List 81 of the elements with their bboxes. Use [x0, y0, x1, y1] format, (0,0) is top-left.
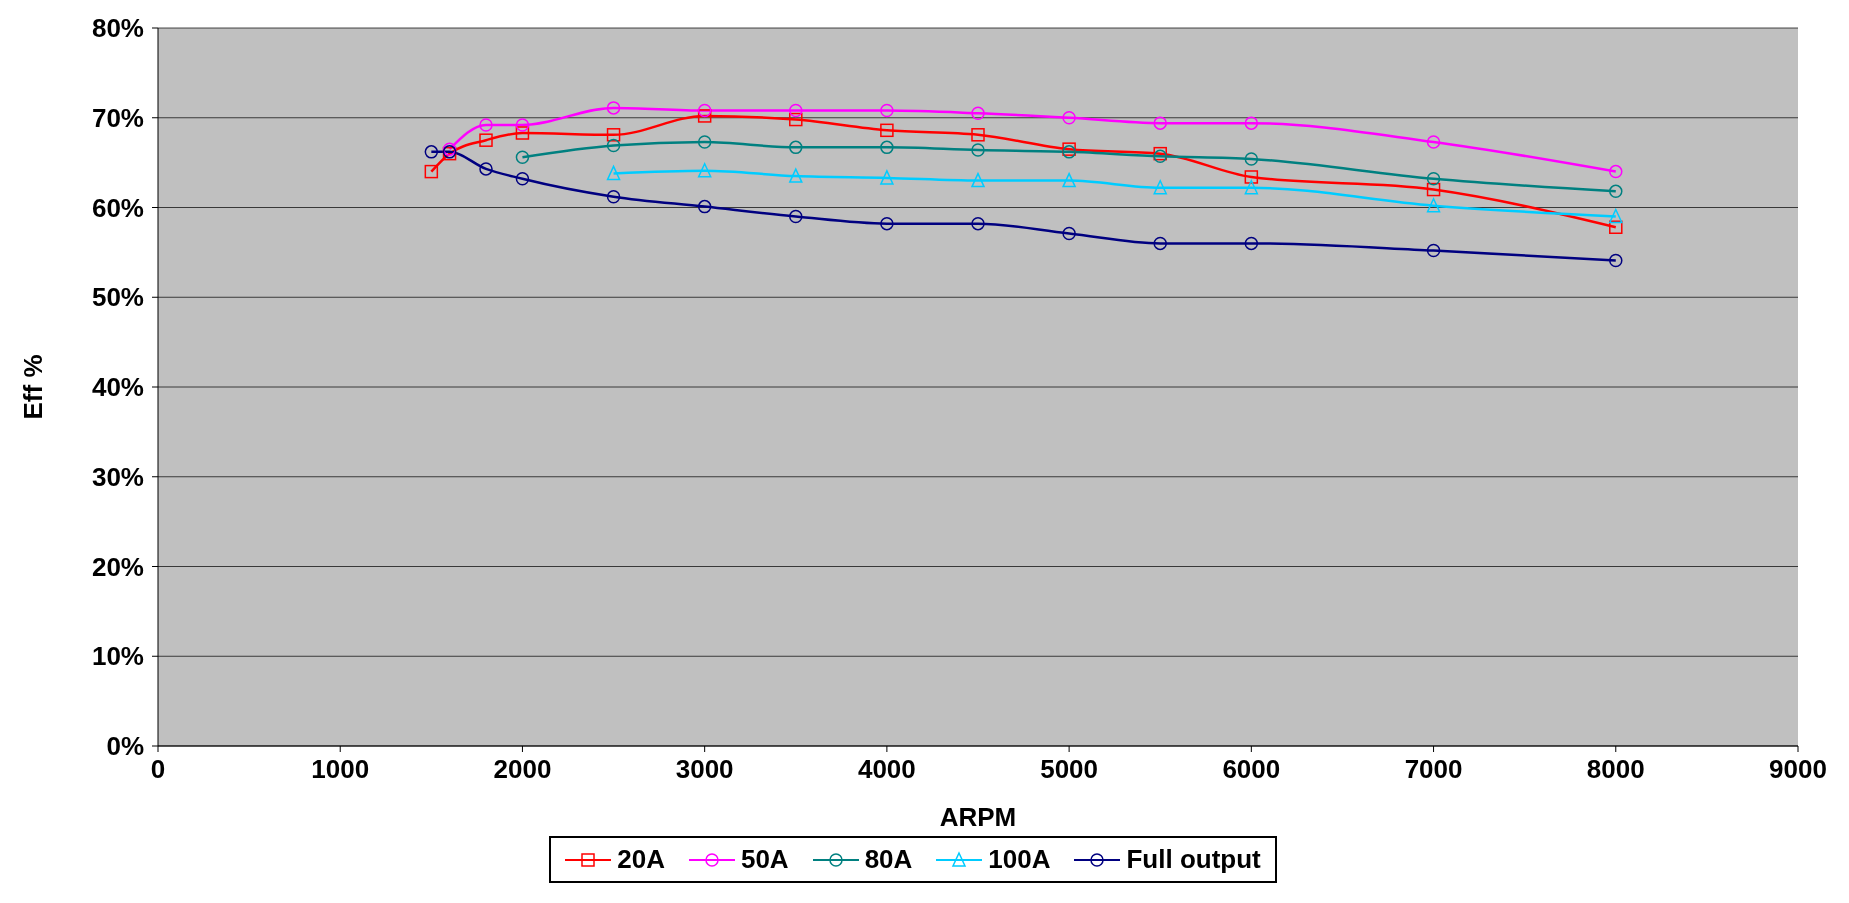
y-axis-title: Eff %	[18, 354, 49, 420]
point	[789, 209, 803, 224]
x-tick-label: 1000	[311, 754, 370, 785]
point	[697, 199, 712, 214]
point	[697, 135, 712, 149]
x-tick-label: 8000	[1586, 754, 1645, 785]
point	[880, 170, 894, 185]
y-tick-label: 70%	[91, 102, 144, 133]
point	[1609, 208, 1623, 224]
point	[697, 109, 712, 123]
point	[697, 162, 712, 178]
point	[1244, 116, 1259, 130]
x-tick-label: 0	[150, 754, 166, 785]
point	[1153, 180, 1167, 195]
point	[697, 103, 712, 118]
x-tick-label: 4000	[857, 754, 916, 785]
point	[424, 145, 439, 159]
point	[606, 138, 621, 153]
point	[880, 216, 894, 231]
point	[971, 128, 985, 142]
point	[424, 164, 439, 179]
point	[515, 172, 530, 186]
x-tick-label: 5000	[1040, 754, 1099, 785]
y-tick-label: 60%	[91, 192, 144, 223]
point	[971, 172, 985, 188]
legend-label: 100A	[987, 844, 1051, 875]
point	[1153, 236, 1167, 251]
x-tick-label: 6000	[1222, 754, 1281, 785]
legend-label: 20A	[616, 844, 665, 875]
x-tick-label: 2000	[493, 754, 552, 785]
point	[1244, 170, 1259, 184]
legend-label: 50A	[739, 844, 789, 875]
legend-label: Full output	[1125, 844, 1261, 875]
x-tick-label: 3000	[675, 754, 734, 785]
point	[1609, 164, 1623, 179]
y-tick-label: 80%	[91, 13, 144, 44]
point	[479, 118, 493, 132]
x-tick-label: 7000	[1404, 754, 1463, 785]
point	[1244, 236, 1259, 251]
point	[971, 143, 985, 157]
point	[1426, 182, 1441, 197]
point	[1062, 172, 1076, 188]
point	[971, 216, 985, 231]
y-tick-label: 40%	[91, 372, 144, 403]
point	[606, 128, 621, 142]
y-tick-label: 20%	[91, 551, 144, 582]
point	[1426, 243, 1441, 258]
y-tick-label: 0%	[106, 731, 144, 762]
point	[789, 168, 803, 183]
point	[1426, 197, 1441, 213]
point	[1609, 253, 1623, 268]
point	[1244, 180, 1259, 195]
x-axis-title: ARPM	[939, 802, 1017, 832]
point	[1609, 220, 1623, 234]
point	[880, 103, 894, 118]
point	[1426, 135, 1441, 149]
y-tick-label: 50%	[91, 282, 144, 313]
point	[1062, 111, 1076, 125]
x-tick-label: 9000	[1769, 754, 1827, 785]
point	[479, 133, 493, 147]
point	[479, 162, 493, 176]
point	[606, 189, 621, 204]
point	[606, 101, 621, 115]
point	[515, 126, 530, 140]
point	[789, 140, 803, 155]
y-tick-label: 30%	[91, 461, 144, 492]
point	[789, 112, 803, 127]
point	[971, 106, 985, 121]
point	[880, 140, 894, 155]
point	[789, 103, 803, 118]
y-tick-label: 10%	[91, 641, 144, 672]
point	[880, 123, 894, 138]
point	[1609, 184, 1623, 199]
point	[515, 118, 530, 132]
point	[1244, 152, 1259, 166]
point	[1062, 226, 1076, 241]
point	[1153, 116, 1167, 130]
point	[1426, 172, 1441, 186]
point	[515, 150, 530, 164]
legend-label: 80A	[863, 844, 913, 875]
point	[606, 165, 621, 181]
